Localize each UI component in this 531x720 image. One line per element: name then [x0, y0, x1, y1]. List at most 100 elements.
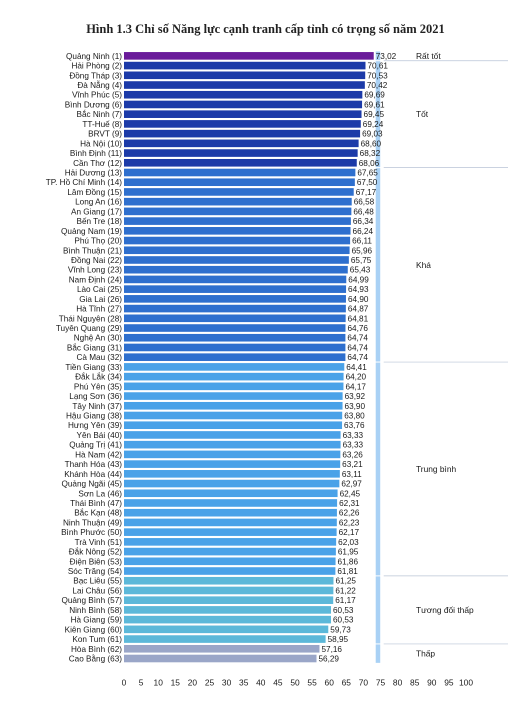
category-label: Sơn La (46) [78, 489, 122, 498]
group-bracket [375, 61, 381, 168]
category-label: Lai Châu (56) [72, 586, 122, 595]
value-label: 70,42 [367, 81, 388, 90]
bar [124, 557, 336, 566]
value-label: 63,90 [345, 402, 366, 411]
value-label: 69,61 [364, 100, 385, 109]
value-label: 68,06 [359, 159, 380, 168]
value-label: 65,43 [350, 266, 371, 275]
bar [124, 567, 336, 575]
category-label: Long An (16) [75, 198, 122, 207]
value-label: 70,53 [367, 71, 388, 80]
bar [124, 71, 366, 80]
category-label: TT-Huế (8) [82, 120, 122, 129]
category-label: Lâm Đồng (15) [67, 188, 122, 197]
x-tick-label: 10 [154, 677, 164, 687]
category-label: Hà Tĩnh (27) [76, 305, 122, 314]
category-label: Trà Vinh (51) [75, 538, 123, 547]
value-label: 64,93 [348, 285, 369, 294]
value-label: 65,96 [352, 246, 373, 255]
value-label: 61,86 [338, 557, 359, 566]
bar [124, 372, 344, 381]
bar [124, 295, 346, 303]
bar [124, 644, 320, 653]
category-label: Quảng Nam (19) [61, 227, 122, 236]
group-label: Tốt [416, 109, 429, 119]
category-label: Hà Nam (42) [75, 450, 122, 459]
value-label: 66,48 [353, 207, 374, 216]
value-label: 61,22 [335, 586, 356, 595]
bar [124, 538, 337, 546]
value-label: 63,11 [342, 470, 362, 479]
x-tick-label: 50 [290, 677, 300, 687]
bar [124, 197, 352, 206]
value-label: 67,65 [357, 169, 378, 178]
category-label: Điện Biên (53) [70, 557, 123, 566]
category-label: Hòa Bình (62) [71, 645, 122, 654]
value-label: 60,53 [333, 606, 354, 615]
x-tick-label: 45 [273, 677, 283, 687]
category-label: Lạng Sơn (36) [69, 392, 122, 401]
category-label: Hải Phòng (2) [71, 62, 122, 71]
bar [124, 139, 359, 148]
value-label: 57,16 [321, 645, 342, 654]
group-label: Khá [416, 260, 431, 270]
bar [124, 100, 363, 109]
bar [124, 547, 336, 556]
bar [124, 158, 357, 167]
bar [124, 635, 326, 643]
bar [124, 654, 317, 663]
x-tick-label: 60 [325, 677, 335, 687]
bar [124, 188, 354, 196]
category-label: Bắc Ninh (7) [76, 109, 122, 119]
value-label: 60,53 [333, 616, 354, 625]
x-tick-label: 25 [205, 677, 215, 687]
category-label: Cà Mau (32) [76, 353, 122, 362]
category-label: Bình Dương (6) [65, 100, 123, 109]
bar [124, 450, 341, 459]
category-label: Ninh Bình (58) [69, 606, 122, 615]
value-label: 67,17 [356, 188, 377, 197]
category-label: Nam Định (24) [69, 275, 123, 284]
category-label: Vĩnh Phúc (5) [72, 91, 122, 100]
x-tick-label: 75 [376, 677, 386, 687]
value-label: 68,32 [360, 149, 381, 158]
category-label: Đồng Tháp (3) [69, 71, 122, 80]
bar [124, 110, 362, 118]
bar [124, 353, 346, 361]
value-label: 56,29 [319, 655, 340, 664]
value-label: 66,11 [352, 237, 372, 246]
bar [124, 411, 343, 420]
bar [124, 382, 344, 391]
bar [124, 265, 348, 274]
x-tick-label: 65 [342, 677, 352, 687]
category-label: Cần Thơ (12) [73, 159, 122, 168]
value-label: 62,45 [340, 489, 361, 498]
bar [124, 61, 366, 70]
value-label: 64,87 [348, 305, 369, 314]
value-label: 70,61 [367, 62, 388, 71]
value-label: 69,45 [364, 110, 385, 119]
category-label: Tiền Giang (33) [65, 363, 122, 372]
bar [124, 518, 337, 527]
category-label: Đồng Nai (22) [71, 256, 122, 265]
category-label: Hà Giang (59) [71, 616, 123, 625]
value-label: 69,69 [364, 91, 385, 100]
bar [124, 615, 332, 624]
category-label: Sóc Trăng (54) [68, 567, 122, 576]
bar-layer [124, 52, 374, 663]
group-label: Trung bình [416, 464, 457, 474]
value-label: 63,76 [344, 421, 365, 430]
bar [124, 81, 365, 89]
bar [124, 324, 346, 332]
value-label: 64,20 [346, 373, 367, 382]
category-label: Bình Định (11) [70, 149, 122, 158]
x-tick-label: 15 [171, 677, 181, 687]
category-label: Nghệ An (30) [74, 334, 123, 343]
bar [124, 120, 361, 128]
bar [124, 304, 346, 313]
x-tick-label: 85 [410, 677, 420, 687]
category-label: Đắk Lắk (34) [75, 372, 122, 382]
x-axis: 0 5 10 15 20 25 30 35 40 45 50 55 60 65 70 75 80 85 90 95 10… [122, 677, 474, 687]
value-label: 62,03 [338, 538, 359, 547]
value-label: 62,26 [339, 509, 360, 518]
